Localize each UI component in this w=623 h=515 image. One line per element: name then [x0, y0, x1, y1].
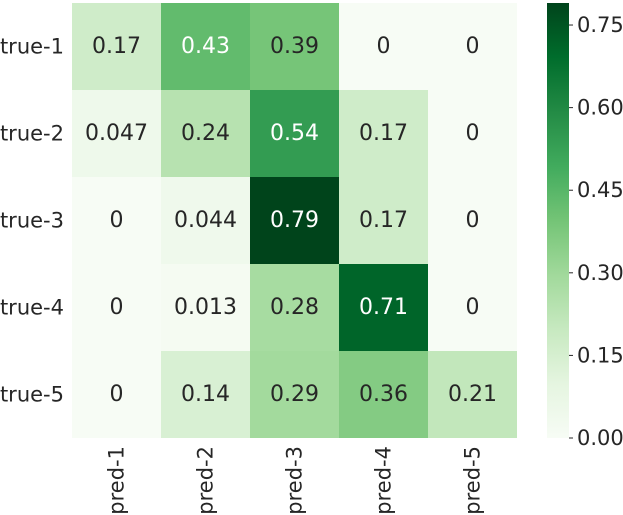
heatmap-cell-2-2 [161, 90, 250, 177]
heatmap-cell-5-5 [428, 351, 517, 438]
heatmap-cell-4-5 [428, 264, 517, 351]
heatmap-cell-4-4 [339, 264, 428, 351]
colorbar-tick-labels: 0.00 0.15 0.30 0.45 0.60 0.75 [569, 13, 623, 450]
heatmap-cell-3-3 [250, 177, 339, 264]
heatmap-cell-1-2 [161, 3, 250, 90]
heatmap-cell-4-3 [250, 264, 339, 351]
heatmap-cell-3-5 [428, 177, 517, 264]
cell-value-label: 0.013 [174, 295, 237, 320]
cell-value-label: 0.39 [270, 34, 319, 59]
cell-value-label: 0.17 [359, 121, 408, 146]
x-tick-label: pred-5 [461, 446, 485, 515]
heatmap-cell-2-4 [339, 90, 428, 177]
y-axis-tick-labels: true-1 true-2 true-3 true-4 true-5 [0, 35, 64, 407]
x-tick-label: pred-2 [194, 446, 218, 515]
heatmap-cell-labels: 0.17 0.43 0.39 0 0 0.047 0.24 0.54 0.17 0 0 0.044 0.… [85, 34, 497, 407]
x-tick-label: pred-1 [105, 446, 129, 515]
cell-value-label: 0.044 [174, 208, 237, 233]
colorbar-tick-label: 0.60 [577, 96, 623, 120]
cell-value-label: 0.79 [270, 208, 319, 233]
heatmap-cell-5-3 [250, 351, 339, 438]
cell-value-label: 0.24 [181, 121, 230, 146]
y-tick-label: true-5 [0, 383, 64, 407]
colorbar-tick-label: 0.15 [577, 343, 623, 367]
heatmap-cell-4-2 [161, 264, 250, 351]
heatmap-cell-2-1 [72, 90, 161, 177]
heatmap-cell-3-2 [161, 177, 250, 264]
cell-value-label: 0.71 [359, 295, 408, 320]
colorbar [547, 3, 569, 438]
heatmap-cell-1-3 [250, 3, 339, 90]
colorbar-tick-label: 0.45 [577, 178, 623, 202]
cell-value-label: 0 [110, 295, 124, 320]
heatmap-cell-2-5 [428, 90, 517, 177]
y-tick-label: true-3 [0, 209, 64, 233]
heatmap-cell-5-2 [161, 351, 250, 438]
heatmap-cell-1-4 [339, 3, 428, 90]
cell-value-label: 0.17 [359, 208, 408, 233]
y-tick-label: true-2 [0, 122, 64, 146]
cell-value-label: 0 [466, 208, 480, 233]
cell-value-label: 0.36 [359, 382, 408, 407]
colorbar-tick-label: 0.75 [577, 13, 623, 37]
colorbar-tick-label: 0.30 [577, 261, 623, 285]
heatmap-cell-5-4 [339, 351, 428, 438]
cell-value-label: 0.54 [270, 121, 319, 146]
x-tick-label: pred-4 [372, 446, 396, 515]
cell-value-label: 0.17 [92, 34, 141, 59]
cell-value-label: 0.14 [181, 382, 230, 407]
cell-value-label: 0 [377, 34, 391, 59]
cell-value-label: 0.21 [448, 382, 497, 407]
cell-value-label: 0.28 [270, 295, 319, 320]
cell-value-label: 0 [110, 382, 124, 407]
y-tick-label: true-1 [0, 35, 64, 59]
cell-value-label: 0 [466, 34, 480, 59]
cell-value-label: 0.29 [270, 382, 319, 407]
heatmap-cell-1-5 [428, 3, 517, 90]
cell-value-label: 0 [110, 208, 124, 233]
cell-value-label: 0.047 [85, 121, 148, 146]
heatmap-cell-5-1 [72, 351, 161, 438]
heatmap-cells [72, 3, 517, 438]
cell-value-label: 0 [466, 121, 480, 146]
cell-value-label: 0.43 [181, 34, 230, 59]
x-axis-tick-labels: pred-1 pred-2 pred-3 pred-4 pred-5 [105, 446, 485, 515]
heatmap-cell-4-1 [72, 264, 161, 351]
colorbar-tick-label: 0.00 [577, 426, 623, 450]
heatmap-cell-2-3 [250, 90, 339, 177]
heatmap-cell-1-1 [72, 3, 161, 90]
y-tick-label: true-4 [0, 296, 64, 320]
x-tick-label: pred-3 [283, 446, 307, 515]
heatmap-cell-3-1 [72, 177, 161, 264]
heatmap-cell-3-4 [339, 177, 428, 264]
cell-value-label: 0 [466, 295, 480, 320]
